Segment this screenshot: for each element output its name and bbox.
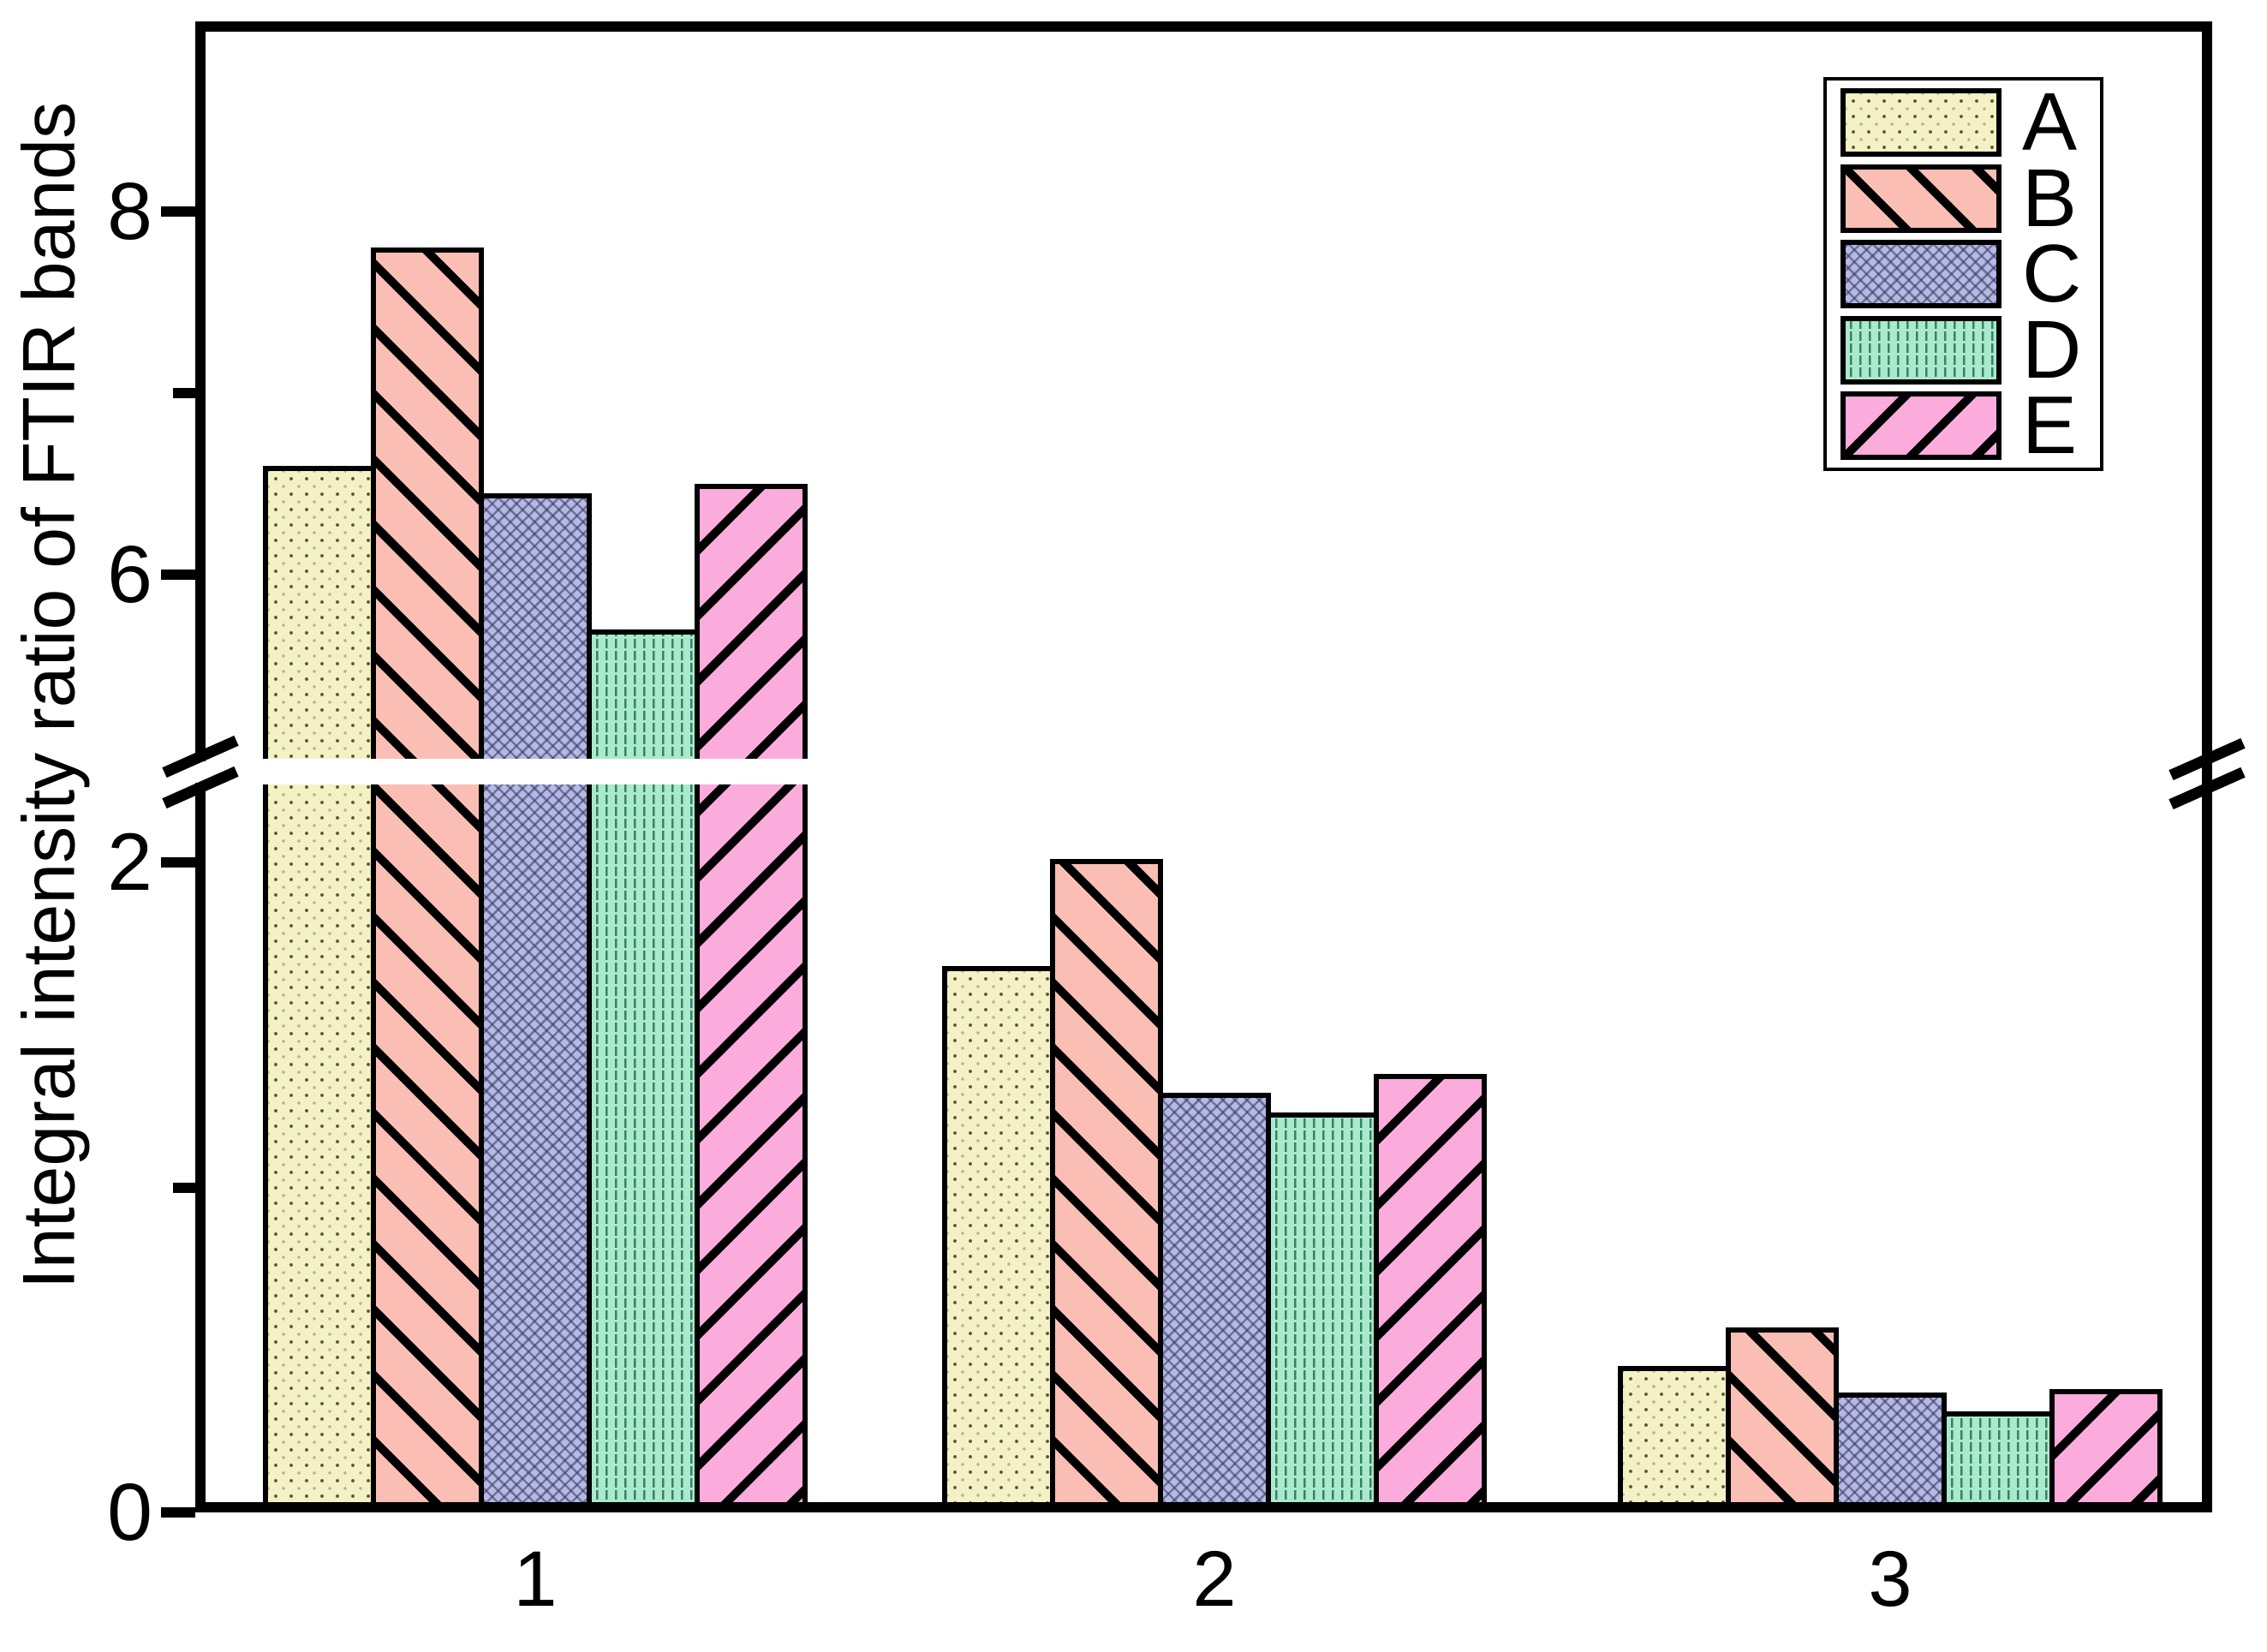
y-axis-title: Integral intensity ratio of FTIR bands [8,101,91,1290]
y-tick-label-6: 6 [107,529,152,620]
legend-swatch-D [1840,315,2002,385]
legend-row-C: C [1840,228,2100,319]
legend-label-A: A [2022,76,2078,168]
legend-label-E: E [2022,379,2078,471]
bar-series-E-group-3 [2049,1388,2163,1507]
y-minor-tick-1 [173,1182,195,1193]
legend-row-D: D [1840,303,2100,396]
axis-break-band [206,759,2202,784]
bar-series-B-group-1 [371,248,484,1507]
legend-swatch-B [1840,164,2002,233]
bar-series-D-group-3 [1942,1411,2055,1507]
legend-swatch-E [1840,391,2002,460]
y-tick-label-2: 2 [107,817,152,908]
y-minor-tick-7 [173,388,195,398]
legend-swatch-C [1840,240,2002,308]
bar-series-E-group-1 [695,484,808,1507]
bar-series-C-group-1 [479,492,592,1507]
legend-row-B: B [1840,152,2100,244]
y-tick-label-8: 8 [107,166,152,257]
legend-row-E: E [1840,379,2100,471]
bar-series-A-group-3 [1618,1366,1731,1507]
legend-label-C: C [2022,228,2082,319]
legend-label-D: D [2022,303,2082,396]
y-major-tick-6 [161,570,195,580]
bar-series-B-group-2 [1050,859,1163,1507]
bar-series-E-group-2 [1374,1073,1487,1507]
bar-series-B-group-3 [1726,1327,1839,1507]
x-tick-label-3: 3 [1868,1536,1912,1623]
bar-series-A-group-2 [942,966,1055,1507]
legend-label-B: B [2022,152,2078,244]
bar-series-D-group-2 [1266,1112,1379,1507]
x-tick-label-2: 2 [1192,1536,1237,1623]
y-major-tick-2 [161,857,195,868]
y-major-tick-8 [161,206,195,217]
legend-row-A: A [1840,76,2100,168]
bar-series-C-group-2 [1158,1093,1271,1507]
legend-swatch-A [1840,88,2002,157]
x-tick-label-1: 1 [513,1536,558,1623]
bar-series-C-group-3 [1834,1392,1947,1507]
y-major-tick-0 [161,1507,195,1518]
y-tick-label-0: 0 [107,1467,152,1558]
bar-series-A-group-1 [263,465,376,1507]
